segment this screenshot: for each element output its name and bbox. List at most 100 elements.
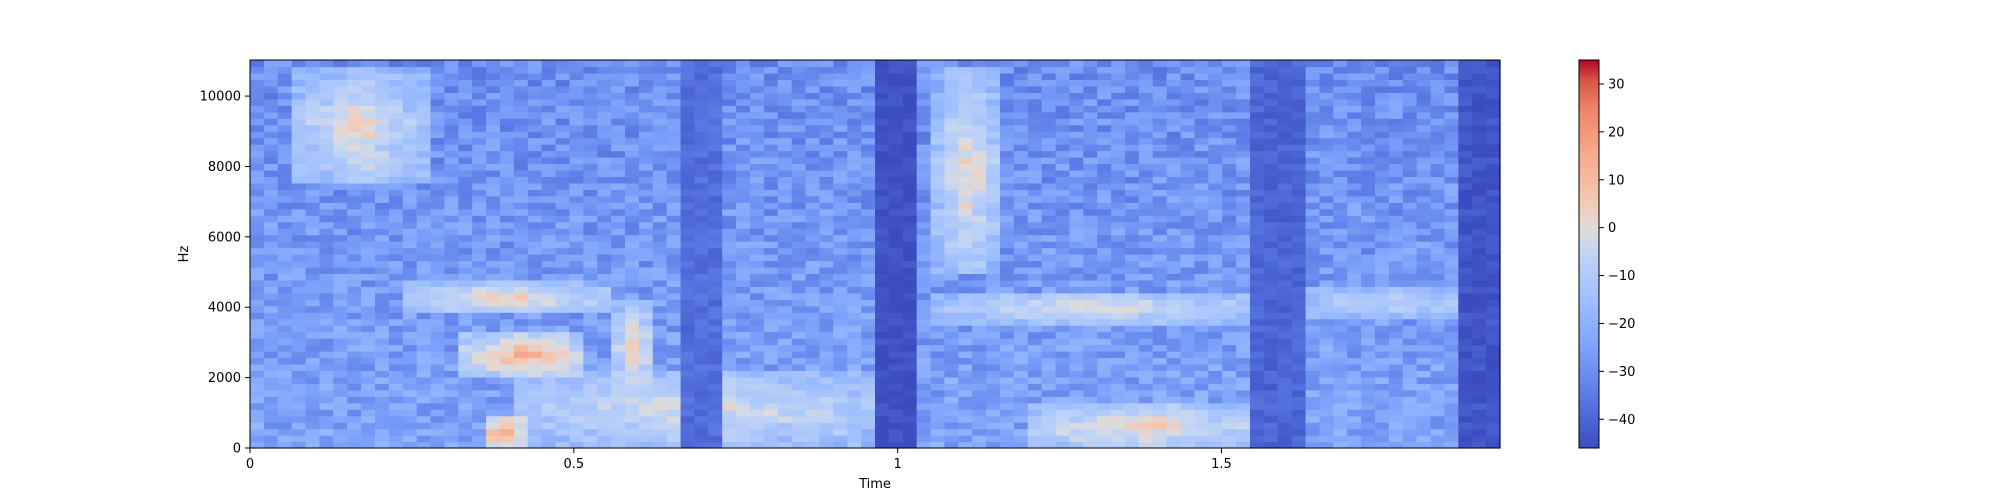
heat-cell bbox=[680, 131, 696, 139]
heat-cell bbox=[625, 105, 640, 113]
heat-cell bbox=[1333, 72, 1348, 80]
heat-cell bbox=[958, 376, 973, 384]
heat-cell bbox=[638, 144, 654, 152]
heat-cell bbox=[750, 157, 765, 165]
heat-cell bbox=[1361, 105, 1376, 113]
heat-cell bbox=[805, 409, 821, 417]
heat-cell bbox=[805, 111, 821, 119]
heat-cell bbox=[708, 286, 723, 294]
heat-cell bbox=[458, 85, 473, 93]
heat-cell bbox=[708, 279, 723, 287]
heat-cell bbox=[708, 189, 723, 197]
heat-cell bbox=[1222, 370, 1237, 378]
heat-cell bbox=[1000, 344, 1015, 352]
heat-cell bbox=[847, 241, 862, 249]
heat-cell bbox=[722, 370, 737, 378]
heat-cell bbox=[1069, 376, 1084, 384]
heat-cell bbox=[1055, 79, 1071, 87]
heat-cell bbox=[361, 189, 376, 197]
heat-cell bbox=[1152, 299, 1168, 307]
heat-cell bbox=[944, 137, 959, 145]
heat-cell bbox=[1250, 176, 1265, 184]
heat-cell bbox=[736, 344, 751, 352]
heat-cell bbox=[763, 292, 779, 300]
heat-cell bbox=[1236, 422, 1251, 430]
heat-cell bbox=[1069, 137, 1084, 145]
heat-cell bbox=[1027, 215, 1043, 223]
heat-cell bbox=[1277, 234, 1293, 242]
heat-cell bbox=[375, 157, 390, 165]
heat-cell bbox=[875, 137, 890, 145]
heat-cell bbox=[1250, 72, 1265, 80]
heat-cell bbox=[1305, 370, 1321, 378]
heat-cell bbox=[1208, 383, 1223, 391]
heat-cell bbox=[888, 241, 904, 249]
heat-cell bbox=[555, 344, 571, 352]
heat-cell bbox=[819, 351, 834, 359]
heat-cell bbox=[1152, 402, 1168, 410]
heat-cell bbox=[347, 292, 362, 300]
heat-cell bbox=[486, 389, 501, 397]
heat-cell bbox=[1027, 292, 1043, 300]
heat-cell bbox=[1083, 266, 1098, 274]
heat-cell bbox=[402, 396, 418, 404]
heat-cell bbox=[472, 221, 487, 229]
heat-cell bbox=[458, 176, 473, 184]
heat-cell bbox=[527, 422, 543, 430]
heat-cell bbox=[1097, 189, 1112, 197]
heat-cell bbox=[444, 286, 459, 294]
heat-cell bbox=[888, 176, 904, 184]
heat-cell bbox=[652, 111, 668, 119]
heat-cell bbox=[708, 318, 723, 326]
heat-cell bbox=[486, 357, 501, 365]
heat-cell bbox=[319, 415, 334, 423]
heat-cell bbox=[1333, 124, 1348, 132]
heat-cell bbox=[402, 144, 418, 152]
heat-cell bbox=[1263, 176, 1279, 184]
heat-cell bbox=[1305, 351, 1321, 359]
heat-cell bbox=[597, 169, 612, 177]
heat-cell bbox=[1027, 118, 1043, 126]
heat-cell bbox=[1180, 318, 1196, 326]
heat-cell bbox=[958, 344, 973, 352]
heat-cell bbox=[569, 92, 584, 100]
heat-cell bbox=[416, 228, 432, 236]
heat-cell bbox=[1083, 234, 1098, 242]
heat-cell bbox=[250, 176, 265, 184]
heat-cell bbox=[930, 215, 946, 223]
heat-cell bbox=[750, 357, 765, 365]
heat-cell bbox=[722, 195, 737, 203]
heat-cell bbox=[652, 176, 668, 184]
heat-cell bbox=[708, 105, 723, 113]
heat-cell bbox=[611, 85, 626, 93]
heat-cell bbox=[291, 383, 307, 391]
heat-cell bbox=[1180, 221, 1196, 229]
heat-cell bbox=[930, 351, 946, 359]
heat-cell bbox=[555, 98, 571, 106]
heat-cell bbox=[666, 383, 682, 391]
heat-cell bbox=[333, 351, 348, 359]
heat-cell bbox=[1236, 266, 1251, 274]
heat-cell bbox=[305, 260, 321, 268]
heat-cell bbox=[902, 111, 918, 119]
heat-cell bbox=[694, 169, 709, 177]
heat-cell bbox=[930, 415, 946, 423]
heat-cell bbox=[430, 234, 446, 242]
heat-cell bbox=[902, 273, 918, 281]
heat-cell bbox=[847, 189, 862, 197]
heat-cell bbox=[1250, 60, 1265, 68]
heat-cell bbox=[1125, 157, 1140, 165]
heat-cell bbox=[736, 124, 751, 132]
heat-cell bbox=[930, 312, 946, 320]
heat-cell bbox=[763, 254, 779, 262]
heat-cell bbox=[1097, 370, 1112, 378]
heat-cell bbox=[1097, 286, 1112, 294]
heat-cell bbox=[1013, 318, 1029, 326]
heat-cell bbox=[875, 163, 890, 171]
heat-cell bbox=[291, 72, 307, 80]
heat-cell bbox=[847, 72, 862, 80]
heat-cell bbox=[902, 396, 918, 404]
heat-cell bbox=[1361, 422, 1376, 430]
heat-cell bbox=[1069, 312, 1084, 320]
heat-cell bbox=[1236, 383, 1251, 391]
